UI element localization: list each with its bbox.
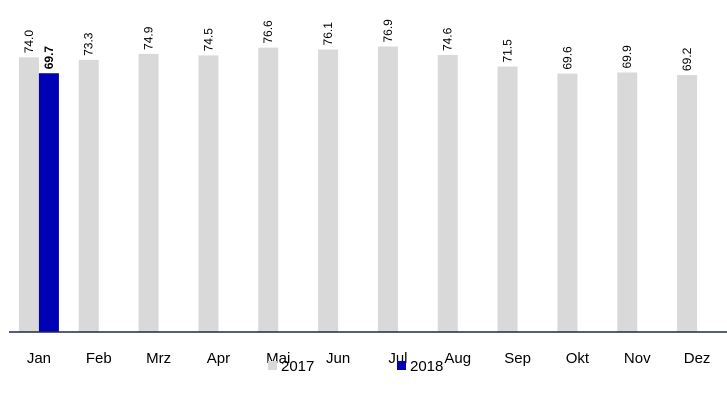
value-label: 76.1 xyxy=(321,22,335,46)
value-label: 73.3 xyxy=(82,32,96,56)
bar xyxy=(557,73,578,333)
x-tick-label: Mrz xyxy=(146,350,171,367)
value-label: 71.5 xyxy=(501,39,515,63)
x-tick-label: Okt xyxy=(566,350,590,367)
bar xyxy=(377,46,398,332)
bar xyxy=(497,66,518,333)
x-tick-label: Dez xyxy=(684,350,711,367)
legend-swatch xyxy=(397,361,406,370)
bar xyxy=(677,75,698,332)
value-label: 74.5 xyxy=(201,28,215,52)
value-label: 74.0 xyxy=(22,30,36,54)
value-label: 76.6 xyxy=(261,20,275,44)
value-label: 69.6 xyxy=(560,46,574,70)
value-label: 69.7 xyxy=(42,46,56,70)
bar xyxy=(318,49,339,332)
value-label: 74.9 xyxy=(142,26,156,50)
value-label: 76.9 xyxy=(381,19,395,43)
bar xyxy=(138,53,159,333)
bar xyxy=(38,73,59,333)
legend-swatch xyxy=(268,361,277,370)
x-tick-label: Jan xyxy=(27,350,51,367)
x-tick-label: Nov xyxy=(624,350,651,367)
x-tick-label: Jun xyxy=(326,350,350,367)
bar xyxy=(18,57,39,333)
legend-label: 2017 xyxy=(281,358,314,375)
bar xyxy=(198,55,219,332)
legend-label: 2018 xyxy=(410,358,443,375)
value-label: 74.6 xyxy=(441,27,455,51)
value-label: 69.9 xyxy=(620,45,634,69)
bar xyxy=(78,59,99,332)
x-tick-label: Sep xyxy=(504,350,531,367)
bar xyxy=(437,55,458,333)
bar xyxy=(258,47,279,333)
x-tick-label: Feb xyxy=(86,350,112,367)
bar xyxy=(617,72,638,332)
x-tick-label: Aug xyxy=(444,350,471,367)
x-tick-label: Apr xyxy=(207,350,230,367)
value-label: 69.2 xyxy=(680,47,694,71)
